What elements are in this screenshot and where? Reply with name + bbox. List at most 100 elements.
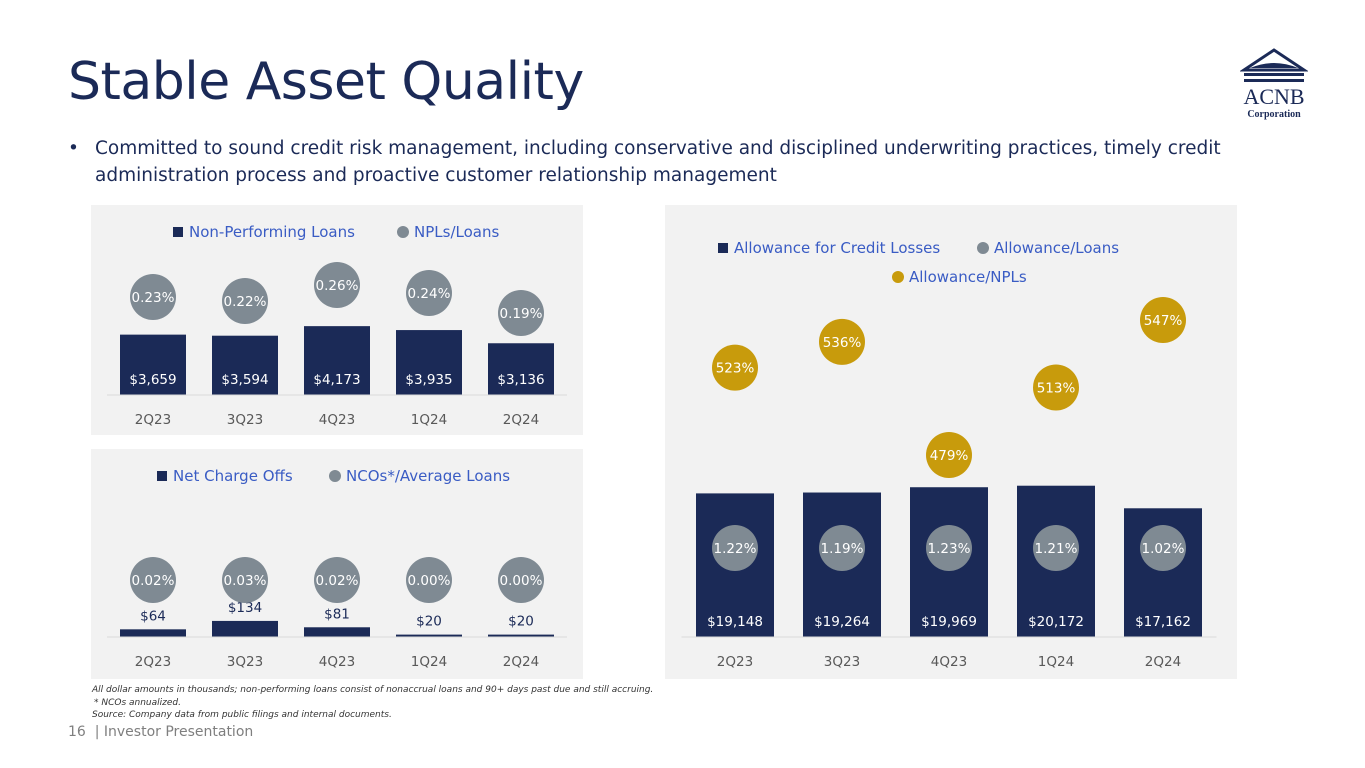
bar — [396, 634, 462, 637]
bar-value-label: $3,136 — [497, 372, 544, 388]
footer: 16 | Investor Presentation — [68, 724, 254, 740]
data-point-circle — [314, 557, 360, 603]
data-point-label: 479% — [930, 448, 969, 464]
data-point-circle — [819, 318, 865, 365]
x-tick-label: 2Q23 — [717, 654, 753, 670]
x-tick-label: 2Q23 — [135, 412, 171, 428]
data-point-label: 0.00% — [500, 573, 543, 589]
bar-value-label: $20 — [416, 614, 442, 630]
bullet-icon: • — [68, 138, 79, 159]
bar-value-label: $17,162 — [1135, 614, 1191, 630]
bar — [488, 343, 554, 395]
data-point-label: 1.19% — [821, 541, 864, 557]
footnote-source: Source: Company data from public filings… — [92, 710, 392, 720]
data-point-label: 0.19% — [500, 306, 543, 322]
data-point-label: 1.22% — [714, 541, 757, 557]
data-point-label: 523% — [716, 361, 755, 377]
legend-circle-icon — [977, 242, 989, 254]
svg-text:Corporation: Corporation — [1247, 109, 1301, 120]
footnote-dollars: All dollar amounts in thousands; non-per… — [92, 685, 654, 695]
legend-circle-icon — [397, 226, 409, 238]
legend-square-icon — [173, 227, 183, 237]
x-tick-label: 2Q24 — [1145, 654, 1181, 670]
x-tick-label: 2Q24 — [503, 412, 539, 428]
data-point-circle — [406, 270, 452, 316]
bar — [488, 634, 554, 637]
data-point-label: 0.02% — [132, 573, 175, 589]
x-tick-label: 1Q24 — [411, 412, 447, 428]
data-point-circle — [498, 557, 544, 603]
data-point-label: 547% — [1144, 313, 1183, 329]
legend-circle-icon — [892, 271, 904, 283]
bar — [120, 334, 186, 395]
data-point-circle — [314, 262, 360, 308]
data-point-circle — [926, 432, 972, 478]
data-point-circle — [1033, 525, 1079, 571]
data-point-label: 0.02% — [316, 573, 359, 589]
legend-label: NCOs*/Average Loans — [346, 467, 510, 485]
data-point-circle — [1140, 525, 1186, 571]
bar-value-label: $19,264 — [814, 614, 870, 630]
data-point-circle — [498, 290, 544, 336]
data-point-label: 513% — [1037, 381, 1076, 397]
x-tick-label: 3Q23 — [824, 654, 860, 670]
page-title: Stable Asset Quality — [68, 52, 584, 112]
bar — [304, 326, 370, 395]
bar-value-label: $19,148 — [707, 614, 763, 630]
bar-value-label: $19,969 — [921, 614, 977, 630]
bar — [212, 620, 278, 637]
bar-value-label: $20 — [508, 614, 534, 630]
x-tick-label: 4Q23 — [319, 654, 355, 670]
data-point-circle — [222, 557, 268, 603]
data-point-circle — [406, 557, 452, 603]
footnote-ncos: * NCOs annualized. — [94, 698, 181, 708]
data-point-circle — [712, 525, 758, 571]
bar-value-label: $134 — [228, 600, 262, 616]
legend-square-icon — [157, 471, 167, 481]
x-tick-label: 1Q24 — [1038, 654, 1074, 670]
x-tick-label: 4Q23 — [931, 654, 967, 670]
legend-label: Allowance/NPLs — [909, 268, 1027, 286]
x-tick-label: 2Q23 — [135, 654, 171, 670]
legend-label: Non-Performing Loans — [189, 223, 355, 241]
bar — [304, 627, 370, 637]
data-point-circle — [926, 525, 972, 571]
data-point-label: 0.24% — [408, 286, 451, 302]
data-point-circle — [222, 278, 268, 324]
bar — [212, 335, 278, 395]
bar-value-label: $20,172 — [1028, 614, 1084, 630]
data-point-label: 0.00% — [408, 573, 451, 589]
data-point-label: 0.23% — [132, 290, 175, 306]
bar-value-label: $4,173 — [313, 372, 360, 388]
legend-label: Net Charge Offs — [173, 467, 293, 485]
legend-label: Allowance for Credit Losses — [734, 239, 940, 257]
data-point-label: 0.26% — [316, 278, 359, 294]
x-tick-label: 3Q23 — [227, 654, 263, 670]
data-point-circle — [1033, 364, 1079, 411]
bar-value-label: $3,659 — [129, 372, 176, 388]
bullet-point: • Committed to sound credit risk manageme… — [68, 135, 1265, 189]
x-tick-label: 1Q24 — [411, 654, 447, 670]
data-point-label: 0.03% — [224, 573, 267, 589]
bar-value-label: $81 — [324, 606, 350, 622]
bar-value-label: $3,935 — [405, 372, 452, 388]
svg-text:ACNB: ACNB — [1243, 84, 1304, 109]
legend-square-icon — [718, 243, 728, 253]
data-point-label: 1.02% — [1142, 541, 1185, 557]
bar-value-label: $64 — [140, 608, 166, 624]
data-point-circle — [130, 274, 176, 320]
bar — [396, 330, 462, 395]
acnb-logo: ACNB Corporation — [1240, 48, 1308, 120]
x-tick-label: 4Q23 — [319, 412, 355, 428]
legend-label: NPLs/Loans — [414, 223, 499, 241]
data-point-label: 0.22% — [224, 294, 267, 310]
data-point-circle — [130, 557, 176, 603]
legend-circle-icon — [329, 470, 341, 482]
x-tick-label: 3Q23 — [227, 412, 263, 428]
data-point-circle — [819, 525, 865, 571]
bullet-text: Committed to sound credit risk managemen… — [95, 138, 1221, 186]
data-point-label: 1.21% — [1035, 541, 1078, 557]
x-tick-label: 2Q24 — [503, 654, 539, 670]
